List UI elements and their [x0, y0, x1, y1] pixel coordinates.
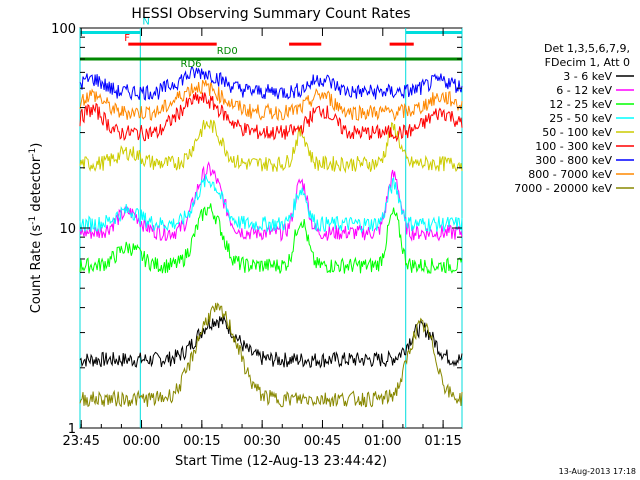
- legend-entry-label: 100 - 300 keV: [535, 140, 612, 153]
- chart-title: HESSI Observing Summary Count Rates: [131, 6, 410, 22]
- flag-label-rd0: RD0: [217, 46, 238, 57]
- x-tick-label: 00:00: [123, 434, 160, 449]
- flag-label-f: F: [124, 33, 130, 44]
- x-tick-label: 00:15: [183, 434, 220, 449]
- x-axis-label: Start Time (12-Aug-13 23:44:42): [175, 454, 387, 469]
- y-tick-label: 100: [51, 22, 76, 37]
- x-tick-label: 23:45: [62, 434, 99, 449]
- x-tick-label: 00:30: [243, 434, 280, 449]
- legend-entry-label: 6 - 12 keV: [556, 84, 612, 97]
- series-lines: [79, 28, 463, 428]
- legend-entry-label: 25 - 50 keV: [549, 112, 612, 125]
- legend-header-1: Det 1,3,5,6,7,9,: [544, 42, 630, 55]
- timestamp: 13-Aug-2013 17:18: [559, 467, 636, 476]
- y-tick-label: 10: [59, 222, 76, 237]
- series-line: [79, 66, 463, 101]
- flag-label-rd6: RD6: [181, 59, 202, 70]
- legend-entry-label: 300 - 800 keV: [535, 154, 612, 167]
- series-line: [79, 174, 463, 234]
- legend-entry-label: 800 - 7000 keV: [528, 168, 612, 181]
- legend-entry-label: 7000 - 20000 keV: [514, 182, 612, 195]
- flag-label-n: N: [142, 17, 149, 28]
- axes: 23:45 00:00 00:15 00:30 00:45 01:00 01:15 1 10 10…: [51, 22, 462, 449]
- legend-entry-label: 3 - 6 keV: [563, 70, 612, 83]
- legend: Det 1,3,5,6,7,9, FDecim 1, Att 0 3 - 6 k…: [514, 42, 634, 195]
- series-line: [79, 92, 463, 143]
- x-tick-label: 00:45: [304, 434, 341, 449]
- flag-bars: N F RD0 RD6: [80, 17, 462, 70]
- series-line: [79, 302, 463, 408]
- series-line: [79, 315, 463, 369]
- legend-entry-label: 12 - 25 keV: [549, 98, 612, 111]
- legend-entry-label: 50 - 100 keV: [542, 126, 612, 139]
- legend-header-2: FDecim 1, Att 0: [545, 56, 630, 69]
- series-line: [79, 80, 463, 122]
- x-tick-label: 01:00: [364, 434, 401, 449]
- series-line: [79, 203, 463, 274]
- y-tick-label: 1: [68, 422, 76, 437]
- x-tick-label: 01:15: [424, 434, 461, 449]
- y-axis-label: Count Rate (s-1 detector-1): [28, 143, 44, 314]
